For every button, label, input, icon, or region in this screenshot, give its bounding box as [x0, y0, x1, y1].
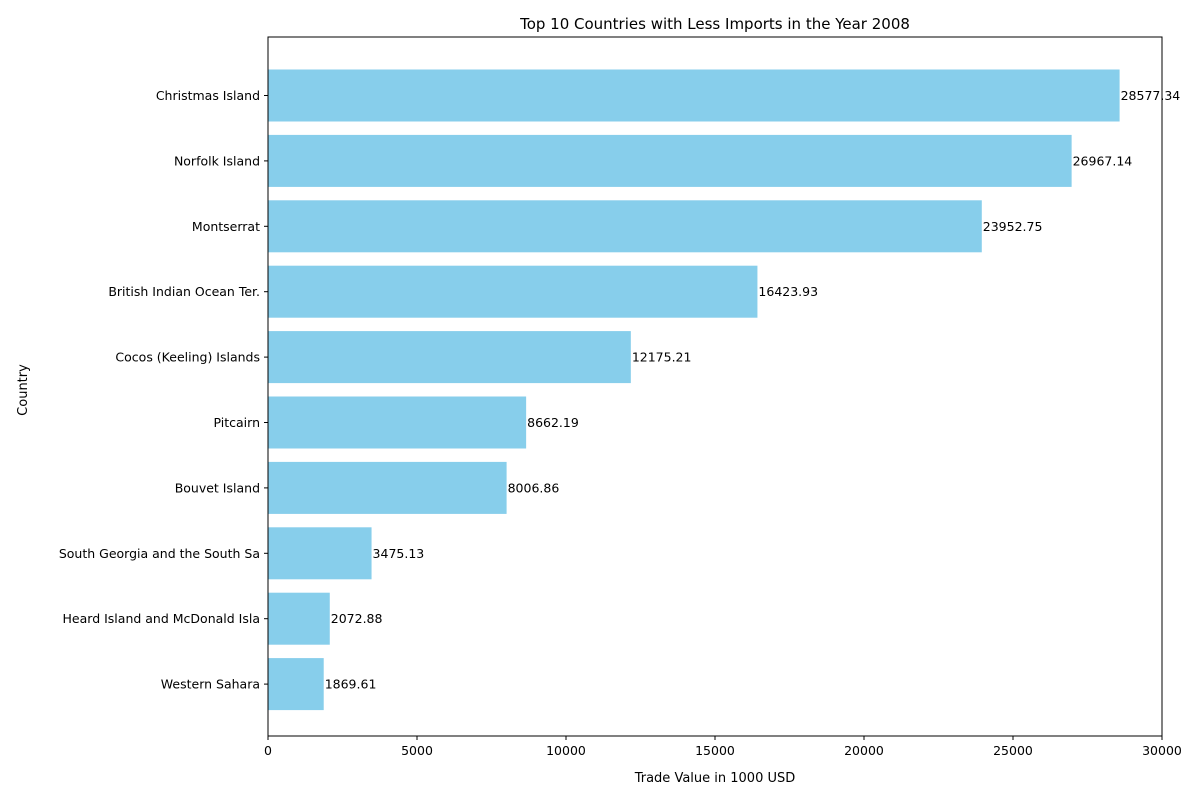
- bar: [268, 331, 631, 384]
- data-label: 23952.75: [983, 219, 1043, 234]
- y-tick-label: Heard Island and McDonald Isla: [63, 611, 260, 626]
- data-label: 16423.93: [758, 284, 818, 299]
- data-label: 3475.13: [373, 546, 425, 561]
- y-tick-label: British Indian Ocean Ter.: [108, 284, 260, 299]
- bar: [268, 396, 527, 449]
- y-tick-label: Pitcairn: [214, 415, 260, 430]
- bar: [268, 527, 372, 580]
- x-tick-label: 0: [264, 743, 272, 758]
- bar: [268, 592, 330, 645]
- bar: [268, 658, 324, 711]
- y-axis: Christmas Island Norfolk Island Montserrat…: [59, 88, 268, 692]
- data-label: 28577.34: [1121, 88, 1181, 103]
- x-tick-label: 30000: [1142, 743, 1182, 758]
- y-tick-label: Western Sahara: [161, 677, 260, 692]
- data-label: 26967.14: [1073, 153, 1133, 168]
- y-tick-label: Bouvet Island: [175, 480, 260, 495]
- data-label: 12175.21: [632, 350, 692, 365]
- x-tick-label: 25000: [993, 743, 1033, 758]
- x-tick-label: 10000: [546, 743, 586, 758]
- y-tick-label: Norfolk Island: [174, 153, 260, 168]
- y-tick-label: Montserrat: [192, 219, 260, 234]
- y-axis-title: Country: [16, 364, 31, 416]
- y-tick-label: Christmas Island: [156, 88, 260, 103]
- chart-title: Top 10 Countries with Less Imports in th…: [519, 15, 910, 33]
- plot-frame: [267, 36, 1163, 737]
- data-label: 2072.88: [331, 611, 383, 626]
- x-axis-title: Trade Value in 1000 USD: [634, 771, 796, 786]
- bar: [268, 134, 1072, 187]
- x-axis: 0 5000 10000 15000 20000 25000 30000: [264, 736, 1182, 758]
- value-labels: 28577.34 26967.14 23952.75 16423.93 12175.21…: [325, 88, 1181, 692]
- data-label: 1869.61: [325, 677, 377, 692]
- x-tick-label: 5000: [401, 743, 433, 758]
- data-label: 8662.19: [527, 415, 579, 430]
- bar: [268, 69, 1120, 122]
- y-tick-label: Cocos (Keeling) Islands: [115, 350, 260, 365]
- data-label: 8006.86: [508, 480, 560, 495]
- bars-layer: [268, 69, 1120, 711]
- x-tick-label: 15000: [695, 743, 735, 758]
- y-tick-label: South Georgia and the South Sa: [59, 546, 260, 561]
- x-tick-label: 20000: [844, 743, 884, 758]
- bar: [268, 461, 507, 514]
- bar: [268, 265, 758, 318]
- bar: [268, 200, 982, 253]
